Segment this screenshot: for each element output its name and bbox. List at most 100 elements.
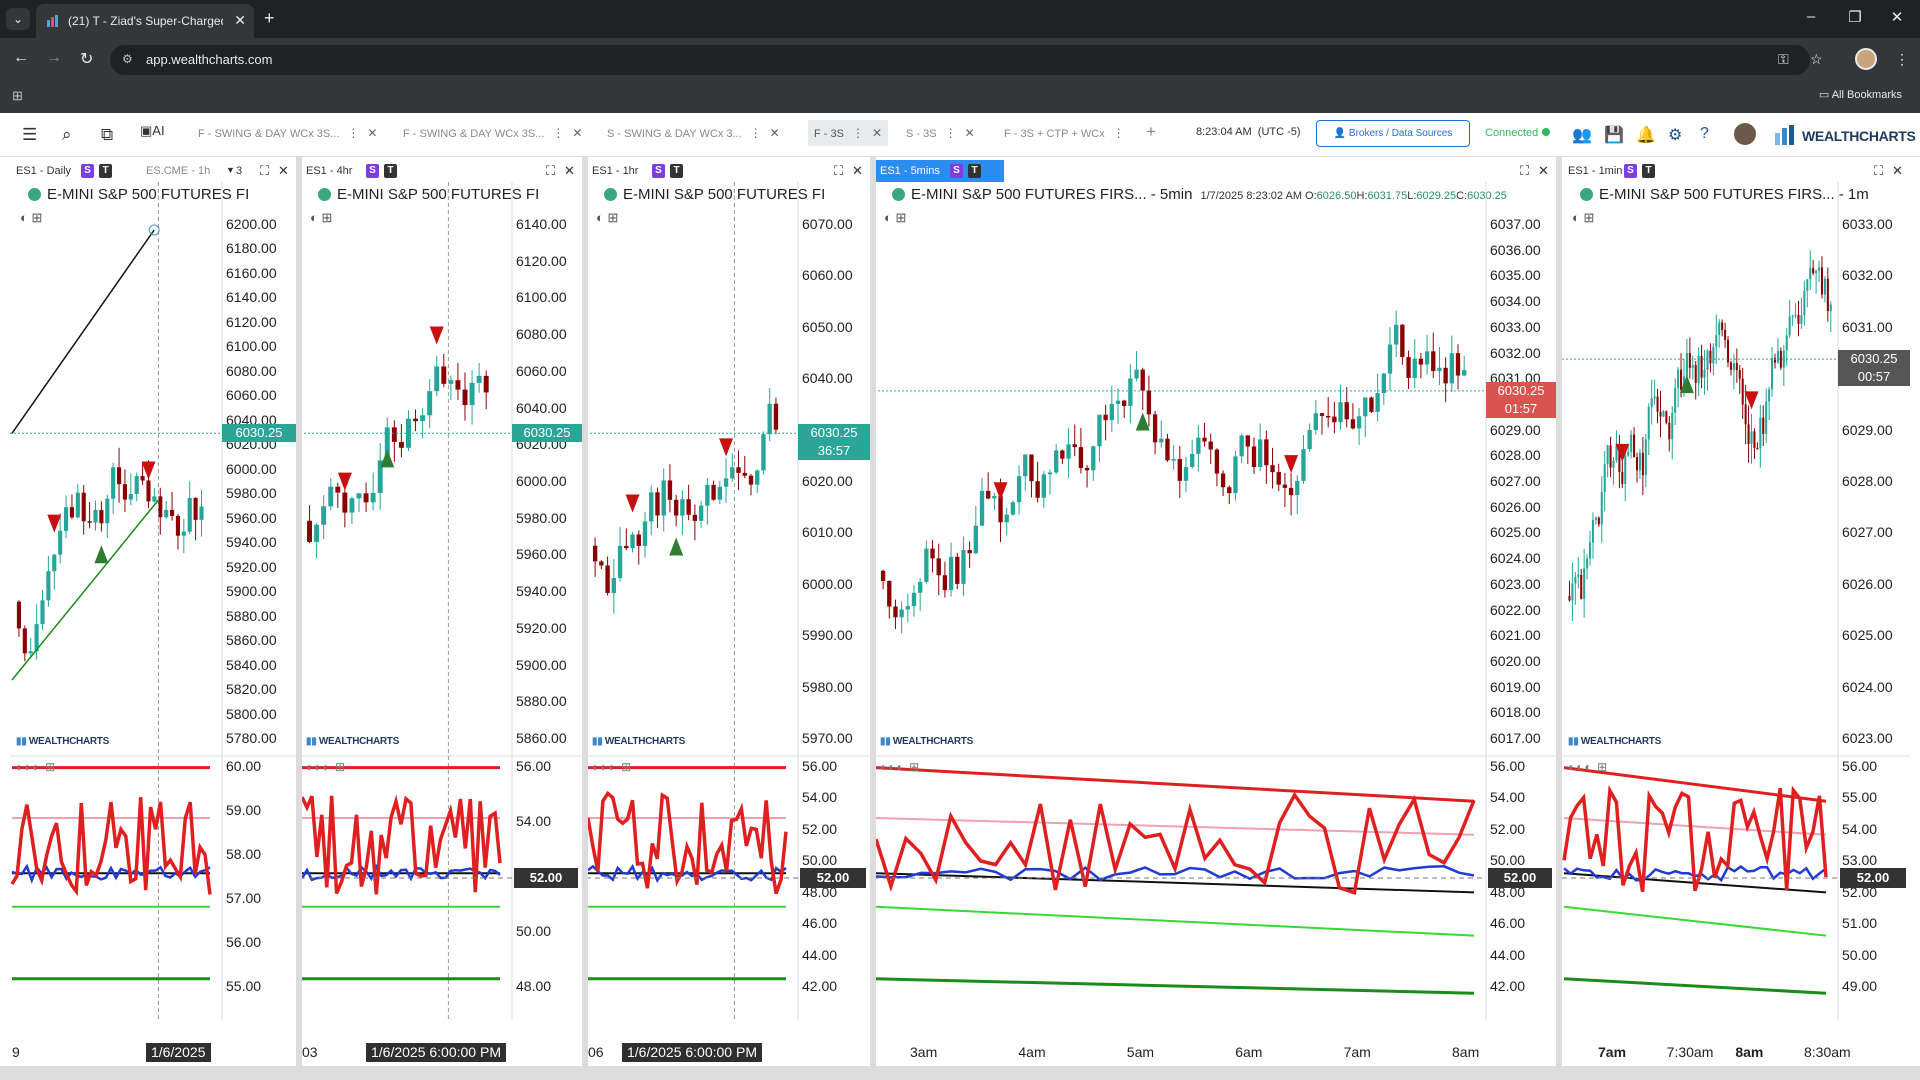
add-indicator-icon[interactable]: ⊞ [335,760,347,774]
tab-workspace-6[interactable]: F - 3S + CTP + WCx ⋮ [998,120,1148,146]
close-tab-icon[interactable]: ✕ [769,126,780,140]
site-info-icon[interactable]: ⚙ [122,52,133,66]
close-panel-icon[interactable]: ✕ [1538,163,1549,178]
people-icon[interactable]: 👥 [1572,127,1592,144]
add-indicator-icon[interactable]: ⊞ [621,760,633,774]
tab-workspace-3[interactable]: S - SWING & DAY WCx 3... ⋮ ✕ [601,120,801,146]
forward-icon[interactable]: → [46,49,62,66]
user-avatar[interactable] [1734,123,1756,145]
trade-t-icon[interactable]: T [1642,164,1655,178]
layers-icon[interactable]: ⧉ [101,125,114,144]
maximize-icon[interactable]: ⛶ [834,163,844,178]
tab-workspace-1[interactable]: F - SWING & DAY WCx 3S... ⋮ ✕ [192,120,392,146]
trade-t-icon[interactable]: T [968,164,981,178]
add-indicator-icon[interactable]: ⊞ [321,210,333,225]
close-tab-icon[interactable]: ✕ [572,126,583,140]
back-icon[interactable]: ← [13,49,29,66]
strategy-s-icon[interactable]: S [1624,164,1637,178]
browser-tab[interactable]: (21) T - Ziad's Super-Charged ( ✕ [36,4,254,38]
tab-menu-icon[interactable]: ⋮ [944,126,957,140]
indicator-settings-icon[interactable]: ◐◐◐ [1568,760,1593,774]
indicator-settings-icon[interactable]: ◐◐◐ [16,760,41,774]
maximize-icon[interactable]: ⛶ [260,163,270,178]
dropdown-icon[interactable]: ▼ [226,165,235,175]
maximize-icon[interactable]: ⛶ [546,163,556,178]
panel-divider[interactable] [870,156,876,1066]
indicator-settings-icon[interactable]: ◐◐◐ [306,760,331,774]
cursor-tool-icon[interactable]: ◐ [596,210,604,225]
apps-grid-icon[interactable]: ⊞ [12,88,23,103]
ai-icon[interactable]: ▣AI [140,123,165,138]
settings-gear-icon[interactable]: ⚙ [1668,127,1683,144]
brokers-button[interactable]: 👤 Brokers / Data Sources [1316,120,1470,147]
search-icon[interactable]: ⌕ [62,125,72,144]
indicator-settings-icon[interactable]: ◐◐◐ [880,760,905,774]
close-panel-icon[interactable]: ✕ [564,163,575,178]
trade-t-icon[interactable]: T [99,164,112,178]
add-indicator-icon[interactable]: ⊞ [895,210,907,225]
add-indicator-icon[interactable]: ⊞ [607,210,619,225]
tab-search-button[interactable]: ⌄ [6,8,30,30]
close-tab-icon[interactable]: ✕ [234,12,246,28]
tab-label: F - SWING & DAY WCx 3S... [198,128,340,140]
panel-divider[interactable] [1556,156,1562,1066]
all-bookmarks[interactable]: ▭ All Bookmarks [1819,88,1902,101]
tab-menu-icon[interactable]: ⋮ [552,126,565,140]
password-key-icon[interactable]: ⚿ [1778,51,1789,67]
panel-divider[interactable] [296,156,302,1066]
add-indicator-icon[interactable]: ⊞ [45,760,57,774]
profile-avatar[interactable] [1855,48,1877,70]
alerts-bell-icon[interactable]: 🔔 [1636,127,1656,144]
chart-canvas [300,182,582,1020]
browser-menu-icon[interactable]: ⋮ [1895,51,1909,67]
add-indicator-icon[interactable]: ⊞ [909,760,921,774]
tab-menu-icon[interactable]: ⋮ [749,126,762,140]
candle-body [1615,446,1618,461]
strategy-s-icon[interactable]: S [950,164,963,178]
close-tab-icon[interactable]: ✕ [367,126,378,140]
close-panel-icon[interactable]: ✕ [852,163,863,178]
cursor-tool-icon[interactable]: ◐ [1572,210,1580,225]
maximize-icon[interactable]: ⛶ [1874,163,1884,178]
bookmark-star-icon[interactable]: ☆ [1810,51,1823,67]
hamburger-menu-icon[interactable]: ☰ [22,125,38,144]
cursor-tool-icon[interactable]: ◐ [20,210,28,225]
add-tab-icon[interactable]: + [1146,122,1156,141]
add-indicator-icon[interactable]: ⊞ [1583,210,1595,225]
cursor-tool-icon[interactable]: ◐ [310,210,318,225]
close-tab-icon[interactable]: ✕ [871,126,883,140]
indicator-settings-icon[interactable]: ◐◐◐ [592,760,617,774]
help-icon[interactable]: ? [1700,125,1709,142]
strategy-s-icon[interactable]: S [366,164,379,178]
strategy-s-icon[interactable]: S [652,164,665,178]
candle-body [1301,449,1306,481]
trade-t-icon[interactable]: T [384,164,397,178]
tab-menu-icon[interactable]: ⋮ [1112,126,1125,140]
address-bar[interactable]: ⚙ app.wealthcharts.com [110,45,1810,75]
tab-workspace-5[interactable]: S - 3S ⋮ ✕ [900,120,1000,146]
new-tab-button[interactable]: + [264,8,275,28]
close-window-icon[interactable]: ✕ [1890,9,1904,26]
tab-menu-icon[interactable]: ⋮ [347,126,360,140]
add-indicator-icon[interactable]: ⊞ [31,210,43,225]
strategy-s-icon[interactable]: S [81,164,94,178]
close-panel-icon[interactable]: ✕ [1892,163,1903,178]
close-panel-icon[interactable]: ✕ [278,163,289,178]
close-tab-icon[interactable]: ✕ [964,126,975,140]
tab-menu-icon[interactable]: ⋮ [851,126,864,140]
trade-t-icon[interactable]: T [670,164,683,178]
tab-workspace-2[interactable]: F - SWING & DAY WCx 3S... ⋮ ✕ [397,120,597,146]
reload-icon[interactable]: ↻ [80,51,94,68]
minimize-icon[interactable]: – [1806,8,1816,25]
candle-body [441,366,447,384]
panel-divider[interactable] [582,156,588,1066]
save-icon[interactable]: 💾 [1604,127,1624,144]
bar-countdown-tag: 36:57 [798,442,870,461]
restore-icon[interactable]: ❐ [1848,9,1862,26]
add-indicator-icon[interactable]: ⊞ [1597,760,1609,774]
cursor-tool-icon[interactable]: ◐ [884,210,892,225]
candle-body [1726,339,1730,363]
maximize-icon[interactable]: ⛶ [1520,163,1530,178]
tab-workspace-4[interactable]: F - 3S ⋮ ✕ [808,120,888,146]
price-axis-label: 6070.00 [802,216,853,232]
